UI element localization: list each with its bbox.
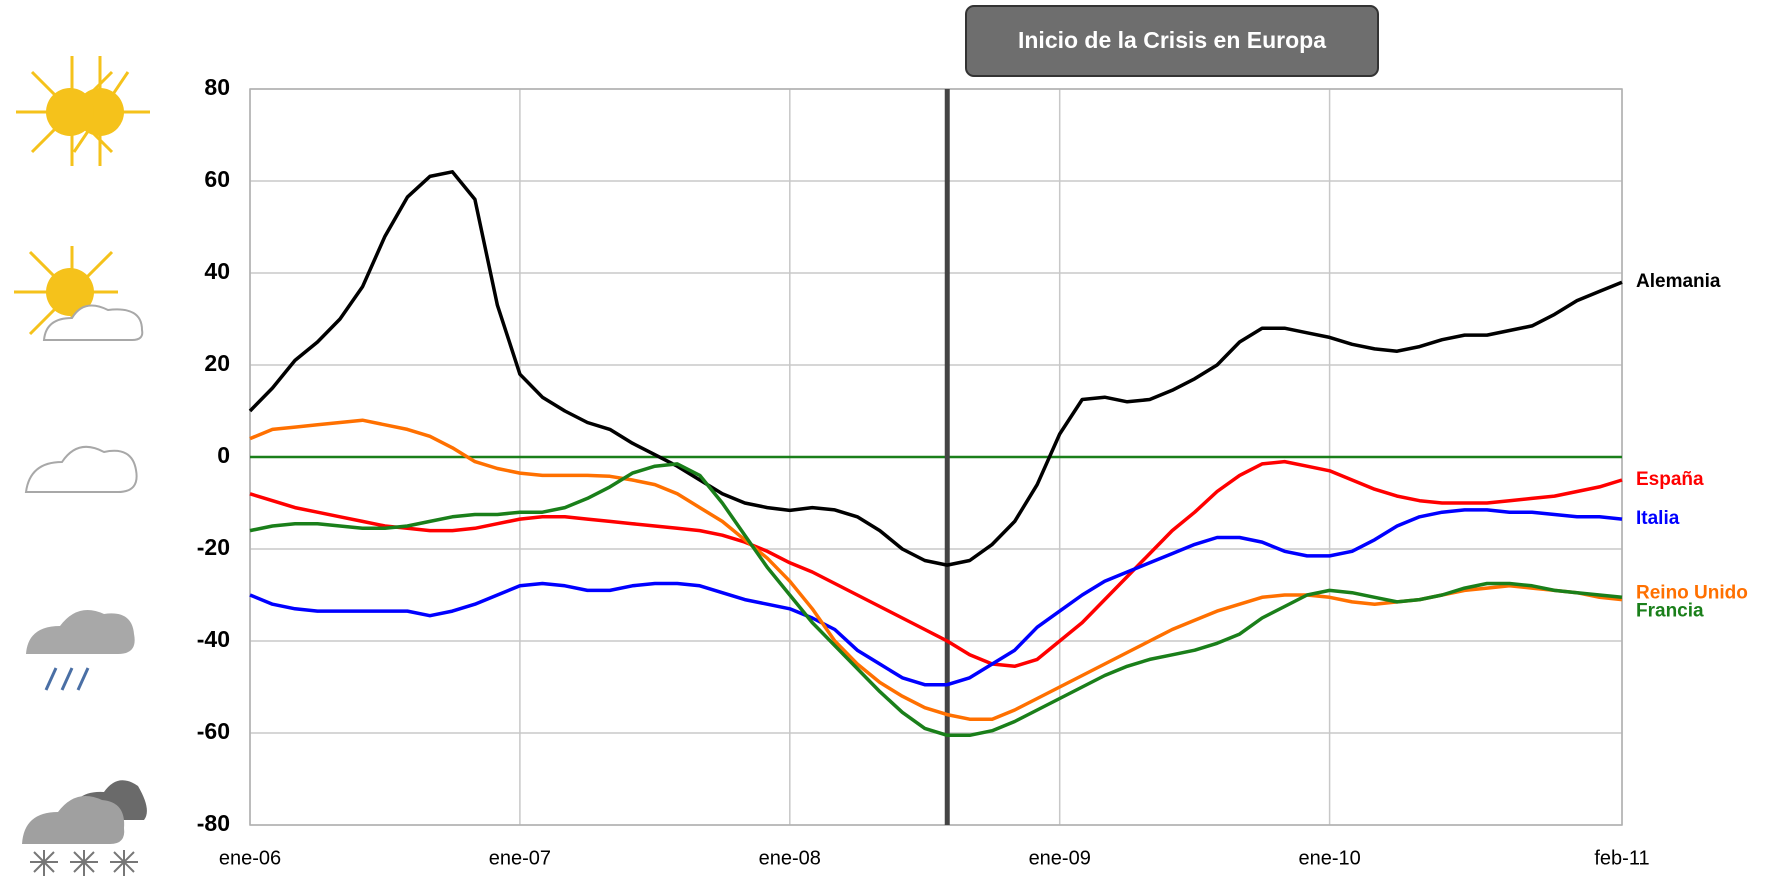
y-tick-label: 80 xyxy=(204,74,230,100)
series-line xyxy=(249,459,1623,669)
x-tick-label: ene-06 xyxy=(219,847,281,869)
series-line xyxy=(248,170,1623,567)
series-line xyxy=(249,418,1623,721)
series-label: Alemania xyxy=(1636,271,1721,292)
y-tick-label: 60 xyxy=(204,166,230,192)
series-label: Italia xyxy=(1636,508,1680,529)
y-tick-label: -80 xyxy=(197,810,230,836)
weather-icons xyxy=(14,56,150,876)
series-label: Reino Unido xyxy=(1636,583,1748,604)
icon-sunny xyxy=(16,56,150,166)
series-label: España xyxy=(1636,469,1704,490)
icon-cloudy xyxy=(24,445,138,493)
annotation-box xyxy=(965,5,1379,77)
y-tick-label: -20 xyxy=(197,534,230,560)
icon-rain xyxy=(26,610,135,691)
x-tick-label: ene-08 xyxy=(759,847,821,869)
x-tick-label: ene-07 xyxy=(489,847,551,869)
x-tick-label: feb-11 xyxy=(1594,847,1649,869)
y-tick-label: 20 xyxy=(204,350,230,376)
icon-snow xyxy=(22,780,147,876)
series-line xyxy=(249,508,1623,687)
series-label: Francia xyxy=(1636,600,1704,621)
y-tick-label: -40 xyxy=(197,626,230,652)
series-line xyxy=(249,462,1623,738)
y-tick-label: 0 xyxy=(217,442,230,468)
y-tick-label: 40 xyxy=(204,258,230,284)
annotation-text: Inicio de la Crisis en Europa xyxy=(1018,27,1326,53)
annotation: Inicio de la Crisis en Europa xyxy=(965,5,1379,77)
y-tick-label: -60 xyxy=(197,718,230,744)
x-tick-label: ene-09 xyxy=(1029,847,1091,869)
x-tick-label: ene-10 xyxy=(1298,847,1360,869)
icon-partly-cloudy xyxy=(14,246,144,341)
